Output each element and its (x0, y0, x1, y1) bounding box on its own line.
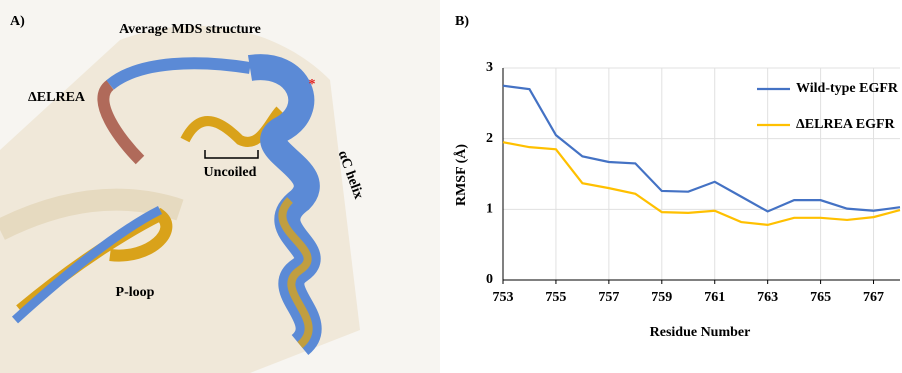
x-axis-label: Residue Number (650, 325, 751, 340)
x-tick-label: 765 (810, 290, 831, 305)
legend-label: ΔELREA EGFR (796, 117, 896, 132)
y-tick-label: 0 (486, 272, 493, 287)
annotation: P-loop (116, 285, 155, 300)
annotation: Uncoiled (204, 165, 257, 180)
series-line (503, 142, 900, 225)
x-tick-label: 767 (863, 290, 884, 305)
x-tick-label: 753 (493, 290, 514, 305)
panel-label: A) (10, 14, 25, 29)
x-tick-label: 763 (757, 290, 778, 305)
series-line (503, 86, 900, 212)
annotation: ΔELREA (28, 90, 86, 105)
y-tick-label: 2 (486, 131, 493, 146)
y-tick-label: 3 (486, 60, 493, 75)
x-tick-label: 761 (704, 290, 725, 305)
x-tick-label: 759 (651, 290, 672, 305)
panel-b: B) Residue Number RMSF (Å) 0 1 2 3 753 755 757… (453, 14, 900, 340)
x-tick-label: 755 (545, 290, 566, 305)
panel-title: Average MDS structure (119, 22, 261, 37)
figure: A) Average MDS structure ΔELREA Uncoiled… (0, 0, 902, 373)
y-axis-label: RMSF (Å) (453, 144, 469, 206)
x-tick-label: 757 (598, 290, 619, 305)
annotation: * (309, 77, 316, 92)
panel-a: A) Average MDS structure ΔELREA Uncoiled… (0, 0, 440, 373)
panel-label: B) (455, 14, 469, 29)
y-tick-label: 1 (486, 202, 493, 217)
legend-label: Wild-type EGFR (796, 81, 899, 96)
